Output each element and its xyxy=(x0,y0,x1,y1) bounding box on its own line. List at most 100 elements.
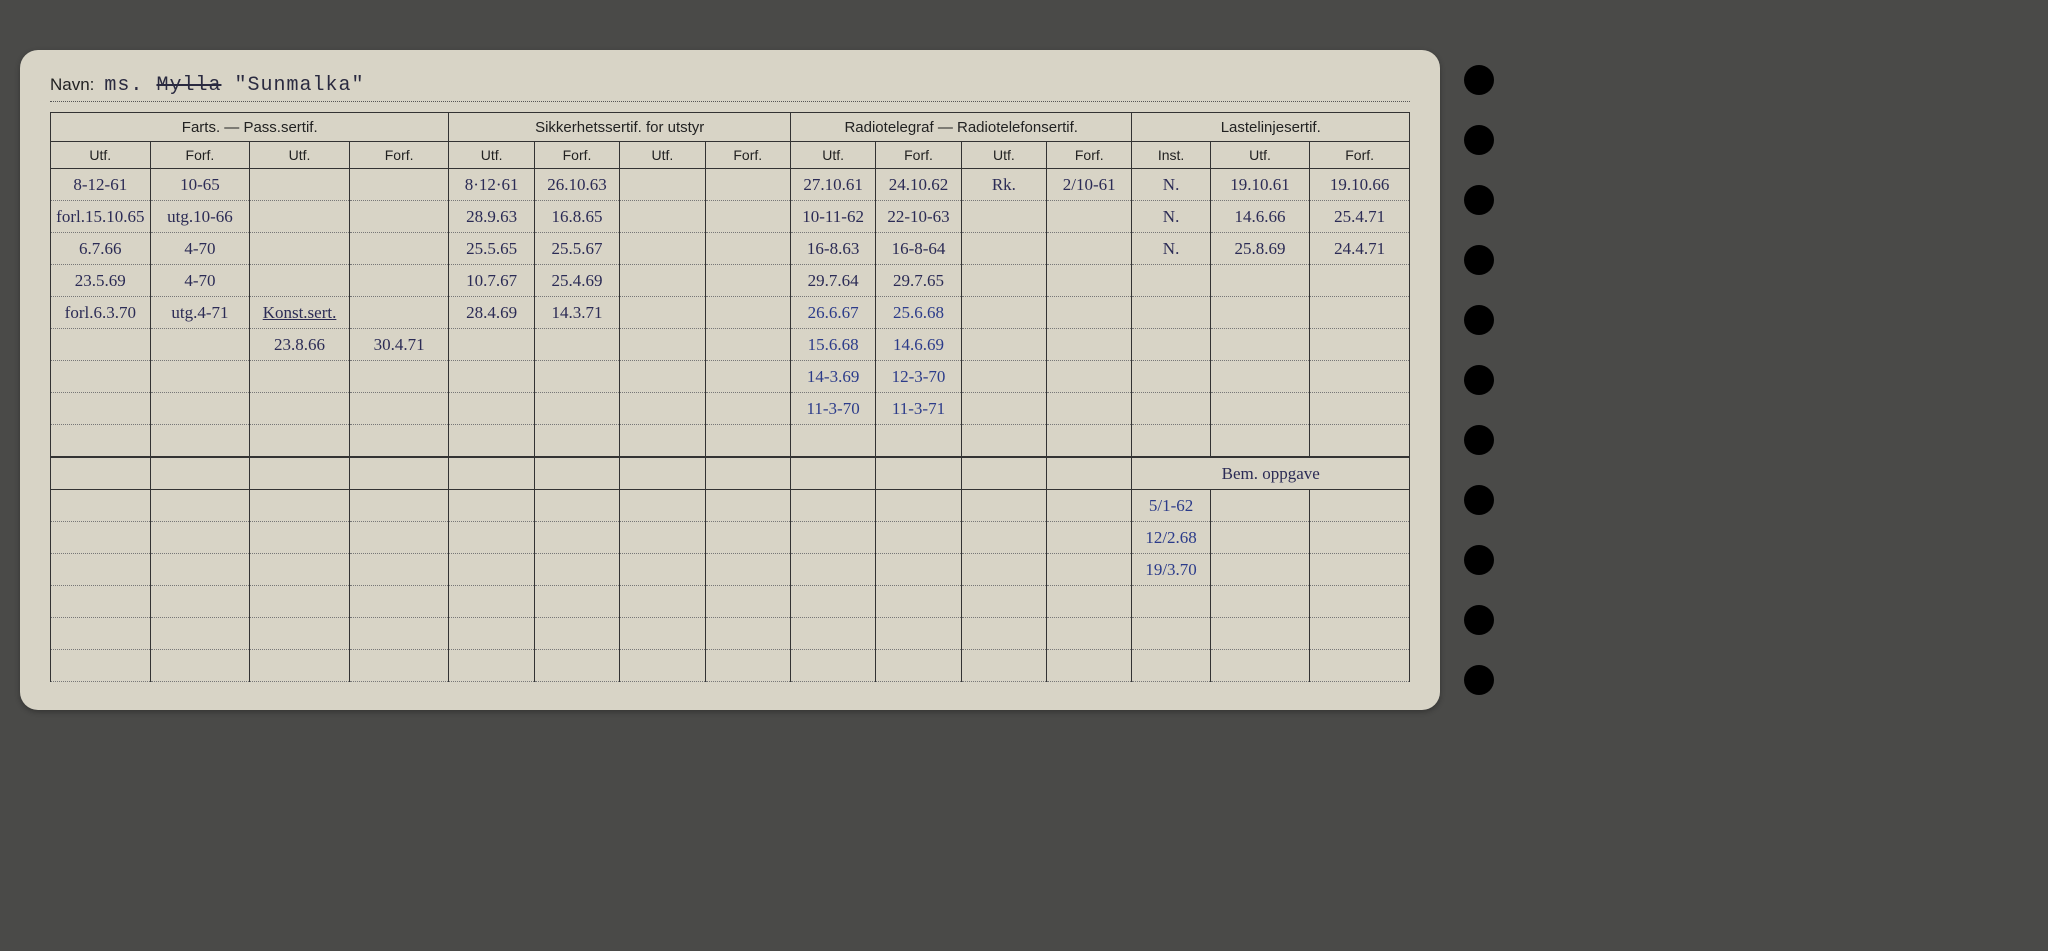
cell xyxy=(250,201,350,233)
cell xyxy=(150,650,250,682)
cell: 14.3.71 xyxy=(534,297,619,329)
cell xyxy=(1210,425,1310,458)
cell xyxy=(449,490,534,522)
cell xyxy=(1047,265,1132,297)
cell: 25.8.69 xyxy=(1210,233,1310,265)
cell xyxy=(1047,618,1132,650)
cell xyxy=(961,361,1046,393)
cell xyxy=(449,650,534,682)
cell: 19.10.61 xyxy=(1210,169,1310,201)
cell xyxy=(1132,297,1210,329)
cell: 29.7.65 xyxy=(876,265,961,297)
cell xyxy=(1310,490,1410,522)
cell xyxy=(705,233,790,265)
cell xyxy=(534,361,619,393)
cell xyxy=(620,490,705,522)
cell xyxy=(250,233,350,265)
cell xyxy=(1132,393,1210,425)
col-forf: Forf. xyxy=(1310,142,1410,169)
cell: 25.6.68 xyxy=(876,297,961,329)
cell xyxy=(150,586,250,618)
cell xyxy=(961,329,1046,361)
binder-hole xyxy=(1464,485,1494,515)
cell xyxy=(705,586,790,618)
cell xyxy=(705,425,790,458)
group-laste: Lastelinjesertif. xyxy=(1132,113,1410,142)
cell xyxy=(620,361,705,393)
table-row: 19/3.70 xyxy=(51,554,1410,586)
table-row: forl.15.10.65utg.10-6628.9.6316.8.6510-1… xyxy=(51,201,1410,233)
cell: 24.10.62 xyxy=(876,169,961,201)
cell xyxy=(1310,265,1410,297)
cell: 12-3-70 xyxy=(876,361,961,393)
cell: N. xyxy=(1132,233,1210,265)
cell xyxy=(349,618,449,650)
cell xyxy=(349,586,449,618)
cell xyxy=(51,490,151,522)
table-row: forl.6.3.70utg.4-71Konst.sert.28.4.6914.… xyxy=(51,297,1410,329)
cell xyxy=(876,457,961,490)
cell xyxy=(961,457,1046,490)
name-main: "Sunmalka" xyxy=(234,74,364,97)
table-row xyxy=(51,586,1410,618)
binder-hole xyxy=(1464,185,1494,215)
cell xyxy=(1310,554,1410,586)
cell xyxy=(534,329,619,361)
name-prefix: ms. xyxy=(104,74,143,97)
cell xyxy=(961,586,1046,618)
cell xyxy=(961,233,1046,265)
cell xyxy=(705,201,790,233)
col-forf: Forf. xyxy=(876,142,961,169)
cell xyxy=(620,457,705,490)
cell xyxy=(250,361,350,393)
cell xyxy=(1047,650,1132,682)
group-farts: Farts. — Pass.sertif. xyxy=(51,113,449,142)
binder-hole xyxy=(1464,125,1494,155)
col-utf: Utf. xyxy=(250,142,350,169)
cell xyxy=(349,522,449,554)
cell: forl.6.3.70 xyxy=(51,297,151,329)
cell xyxy=(534,554,619,586)
col-utf: Utf. xyxy=(620,142,705,169)
cell xyxy=(534,586,619,618)
cell xyxy=(449,618,534,650)
cell xyxy=(1047,361,1132,393)
cell xyxy=(51,457,151,490)
cell xyxy=(250,490,350,522)
cell xyxy=(349,265,449,297)
cell xyxy=(534,457,619,490)
cell xyxy=(449,425,534,458)
cell xyxy=(1132,329,1210,361)
cell: utg.4-71 xyxy=(150,297,250,329)
table-row: 8-12-6110-658·12·6126.10.6327.10.6124.10… xyxy=(51,169,1410,201)
cell: 28.9.63 xyxy=(449,201,534,233)
group-radio: Radiotelegraf — Radiotelefonsertif. xyxy=(790,113,1132,142)
cell: 5/1-62 xyxy=(1132,490,1210,522)
col-forf: Forf. xyxy=(534,142,619,169)
cell xyxy=(51,586,151,618)
cell xyxy=(534,425,619,458)
cell xyxy=(961,490,1046,522)
table-row: 5/1-62 xyxy=(51,490,1410,522)
cell xyxy=(250,265,350,297)
binder-hole xyxy=(1464,605,1494,635)
table-row xyxy=(51,650,1410,682)
binder-holes xyxy=(1440,20,1494,740)
binder-hole xyxy=(1464,665,1494,695)
name-row: Navn: ms. Mylla "Sunmalka" xyxy=(50,74,1410,102)
cell xyxy=(1310,425,1410,458)
cell xyxy=(620,169,705,201)
cell xyxy=(1132,650,1210,682)
table-body: 8-12-6110-658·12·6126.10.6327.10.6124.10… xyxy=(51,169,1410,682)
cell xyxy=(620,329,705,361)
cell xyxy=(349,490,449,522)
cell xyxy=(150,393,250,425)
bem-header: Bem. oppgave xyxy=(1132,457,1410,490)
cell xyxy=(449,522,534,554)
cell xyxy=(449,586,534,618)
cell xyxy=(620,393,705,425)
table-row: 6.7.664-7025.5.6525.5.6716-8.6316-8-64N.… xyxy=(51,233,1410,265)
cell: 29.7.64 xyxy=(790,265,875,297)
cell xyxy=(705,297,790,329)
cell xyxy=(1047,329,1132,361)
